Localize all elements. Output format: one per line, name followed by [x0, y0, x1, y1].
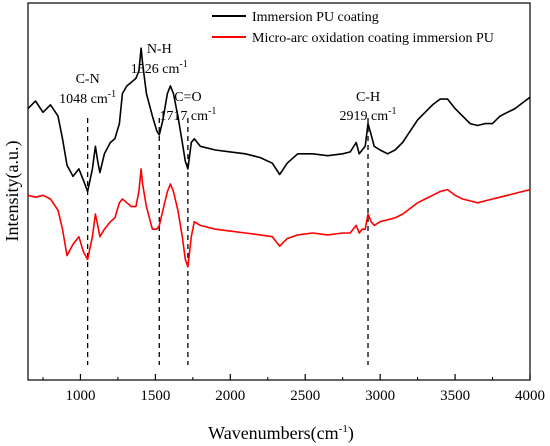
annotation-group-1717: C=O [174, 90, 201, 105]
annotation-wavenumber-1048: 1048 cm-1 [59, 89, 116, 107]
x-axis-title-main: Wavenumbers(cm [208, 423, 339, 444]
annotation-sup-1048: -1 [108, 89, 116, 100]
x-tick-label-3000: 3000 [365, 388, 395, 404]
annotation-value-1048: 1048 cm [59, 92, 108, 107]
legend-label-series-2: Micro-arc oxidation coating immersion PU [252, 31, 494, 46]
x-axis-title: Wavenumbers(cm-1) [208, 423, 354, 444]
x-tick-label-2000: 2000 [215, 388, 245, 404]
x-tick-label-1000: 1000 [65, 388, 95, 404]
annotation-group-1526: N-H [147, 42, 172, 57]
x-tick-label-2500: 2500 [290, 388, 320, 404]
series-line-2 [27, 168, 531, 268]
annotation-sup-1717: -1 [208, 106, 216, 117]
x-axis-title-close: ) [348, 423, 354, 444]
annotation-value-2919: 2919 cm [340, 109, 389, 124]
x-axis-ticks: 1000 1500 2000 2500 3000 3500 4000 [42, 374, 545, 404]
annotation-group-2919: C-H [356, 90, 380, 105]
series-layer [27, 47, 531, 268]
annotation-sup-1526: -1 [179, 59, 187, 70]
annotation-sup-2919: -1 [388, 106, 396, 117]
annotation-wavenumber-2919: 2919 cm-1 [340, 106, 397, 124]
series-line-1 [27, 47, 531, 193]
annotation-value-1526: 1526 cm [131, 62, 180, 77]
x-tick-label-4000: 4000 [515, 388, 545, 404]
annotation-wavenumber-1717: 1717 cm-1 [159, 106, 216, 124]
legend: Immersion PU coating Micro-arc oxidation… [212, 10, 494, 46]
plot-frame [27, 2, 531, 381]
y-axis-title: Intensity(a.u.) [2, 141, 23, 242]
x-tick-label-3500: 3500 [440, 388, 470, 404]
legend-label-series-1: Immersion PU coating [252, 10, 379, 25]
x-tick-label-1500: 1500 [140, 388, 170, 404]
annotation-value-1717: 1717 cm [159, 109, 208, 124]
annotation-wavenumber-1526: 1526 cm-1 [131, 59, 188, 77]
x-axis-title-sup: -1 [339, 423, 348, 435]
annotation-group-1048: C-N [76, 72, 100, 87]
